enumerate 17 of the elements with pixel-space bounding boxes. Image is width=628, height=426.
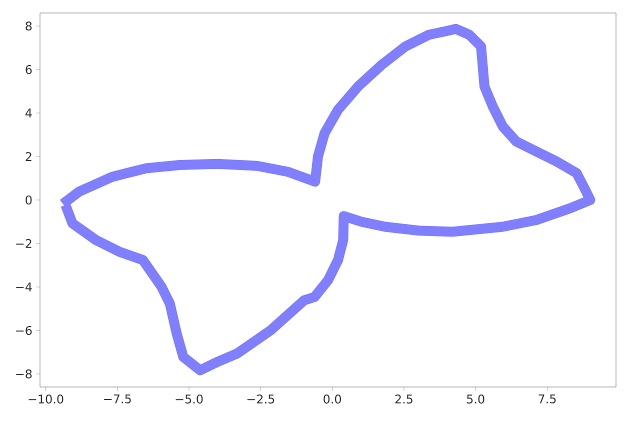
y-tick-label: 0: [26, 195, 32, 205]
x-tick-label: −2.5: [247, 394, 274, 404]
x-tick-label: 2.5: [395, 394, 412, 404]
y-tick-label: 4: [25, 108, 32, 118]
x-tick-label: 0.0: [324, 394, 342, 404]
x-tick-label: −7.5: [104, 394, 131, 404]
x-tick-label: 5.0: [467, 394, 484, 404]
y-tick-label: −2: [16, 239, 32, 248]
x-tick-label: −5.0: [176, 394, 203, 404]
x-tick-label: −10.0: [28, 394, 64, 404]
y-tick-label: 2: [26, 152, 32, 161]
y-tick-label: −4: [16, 282, 32, 292]
y-tick-label: 6: [26, 65, 32, 74]
x-tick-label: 7.5: [538, 394, 556, 404]
y-tick-label: −6: [16, 326, 32, 335]
y-tick-label: −8: [16, 369, 32, 378]
y-tick-label: 8: [26, 22, 32, 31]
